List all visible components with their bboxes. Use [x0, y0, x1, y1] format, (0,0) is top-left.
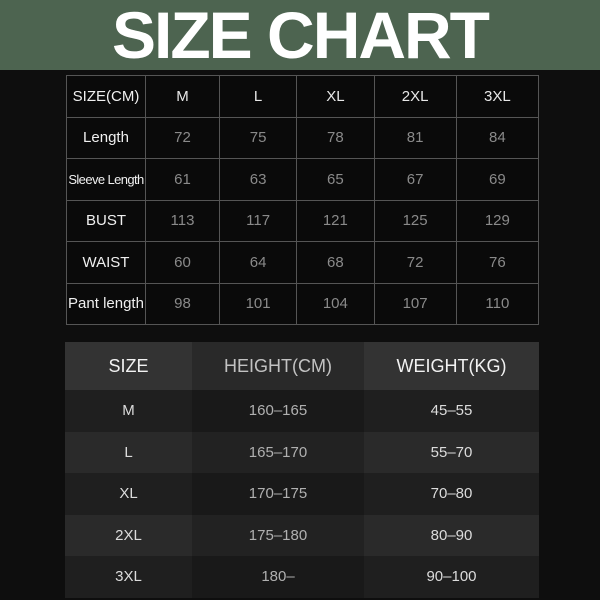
value-cell: 3XL [65, 556, 192, 598]
value-cell: 180– [192, 556, 364, 598]
table-row: Sleeve Length 61 63 65 67 69 [66, 158, 540, 201]
row-label: Sleeve Length [66, 158, 146, 201]
row-label: Length [66, 116, 146, 159]
value-cell: 61 [145, 158, 220, 201]
value-cell: 110 [455, 282, 540, 325]
value-cell: 113 [145, 199, 220, 242]
table-row: WAIST 60 64 68 72 76 [66, 241, 540, 284]
table-row: L 165–170 55–70 [65, 431, 539, 473]
value-cell: 70–80 [364, 473, 539, 515]
value-cell: 72 [373, 241, 457, 284]
value-cell: 81 [373, 116, 457, 159]
value-cell: 2XL [65, 514, 192, 556]
value-cell: 67 [373, 158, 457, 201]
header-cell: SIZE [65, 342, 192, 390]
value-cell: 165–170 [192, 431, 364, 473]
value-cell: 76 [455, 241, 540, 284]
value-cell: L [65, 431, 192, 473]
value-cell: 129 [455, 199, 540, 242]
value-cell: 63 [218, 158, 298, 201]
value-cell: 60 [145, 241, 220, 284]
value-cell: 68 [296, 241, 375, 284]
header-cell: L [218, 75, 298, 118]
table-row: 2XL 175–180 80–90 [65, 514, 539, 556]
value-cell: 90–100 [364, 556, 539, 598]
header-cell: WEIGHT(KG) [364, 342, 539, 390]
header-cell: 2XL [373, 75, 457, 118]
row-label: Pant length [66, 282, 146, 325]
fit-guide-table: SIZE HEIGHT(CM) WEIGHT(KG) M 160–165 45–55 L 16… [65, 342, 539, 598]
header-cell: XL [296, 75, 375, 118]
value-cell: 80–90 [364, 514, 539, 556]
row-label: BUST [66, 199, 146, 242]
value-cell: 98 [145, 282, 220, 325]
value-cell: 64 [218, 241, 298, 284]
value-cell: 75 [218, 116, 298, 159]
value-cell: 104 [296, 282, 375, 325]
row-label: WAIST [66, 241, 146, 284]
value-cell: 84 [455, 116, 540, 159]
table-row: 3XL 180– 90–100 [65, 556, 539, 598]
header-row: SIZE(CM) M L XL 2XL 3XL [66, 75, 540, 118]
measurements-table: SIZE(CM) M L XL 2XL 3XL Length 72 75 78 81 84 Sleeve… [66, 75, 540, 325]
value-cell: 160–165 [192, 390, 364, 432]
value-cell: 101 [218, 282, 298, 325]
table-row: XL 170–175 70–80 [65, 473, 539, 515]
value-cell: XL [65, 473, 192, 515]
value-cell: 78 [296, 116, 375, 159]
value-cell: 69 [455, 158, 540, 201]
value-cell: 175–180 [192, 514, 364, 556]
header-cell: SIZE(CM) [66, 75, 146, 118]
value-cell: 107 [373, 282, 457, 325]
value-cell: 55–70 [364, 431, 539, 473]
value-cell: 121 [296, 199, 375, 242]
header-cell: M [145, 75, 220, 118]
table-row: BUST 113 117 121 125 129 [66, 199, 540, 242]
value-cell: 45–55 [364, 390, 539, 432]
value-cell: 170–175 [192, 473, 364, 515]
table-row: Length 72 75 78 81 84 [66, 116, 540, 159]
table-row: M 160–165 45–55 [65, 390, 539, 432]
header-cell: HEIGHT(CM) [192, 342, 364, 390]
value-cell: 117 [218, 199, 298, 242]
table-row: Pant length 98 101 104 107 110 [66, 282, 540, 325]
header-cell: 3XL [455, 75, 540, 118]
size-chart-title: SIZE CHART [0, 0, 600, 70]
value-cell: 72 [145, 116, 220, 159]
value-cell: 125 [373, 199, 457, 242]
value-cell: 65 [296, 158, 375, 201]
header-row: SIZE HEIGHT(CM) WEIGHT(KG) [65, 342, 539, 390]
value-cell: M [65, 390, 192, 432]
